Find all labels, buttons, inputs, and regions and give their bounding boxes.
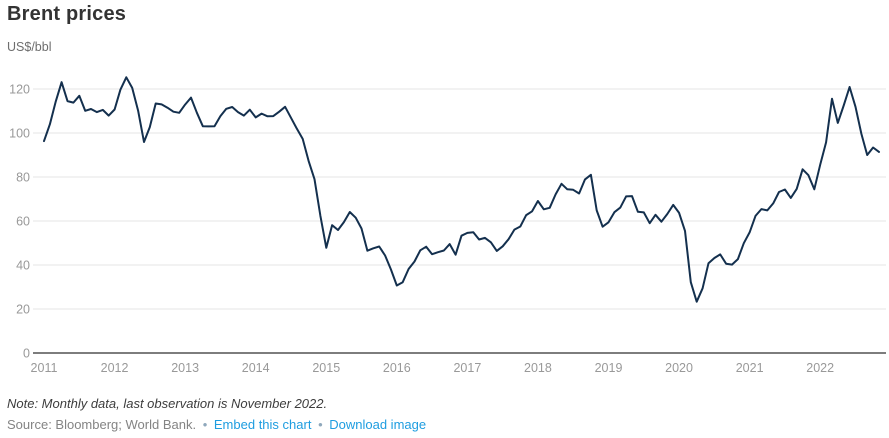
x-tick-label: 2022 (806, 361, 834, 375)
embed-chart-link[interactable]: Embed this chart (213, 417, 312, 432)
x-tick-label: 2015 (312, 361, 340, 375)
page-title: Brent prices (7, 3, 127, 25)
brent-price-line-chart: 0 20 40 60 80 100 120 2011 2012 2013 2014 2015 2016 2… (9, 76, 886, 375)
y-tick-label: 100 (9, 127, 30, 141)
download-image-link[interactable]: Download image (329, 417, 427, 432)
x-tick-label: 2016 (383, 361, 411, 375)
x-tick-label: 2018 (524, 361, 552, 375)
x-tick-label: 2014 (242, 361, 270, 375)
dot-separator: • (202, 417, 208, 432)
y-tick-label: 0 (23, 347, 30, 361)
y-tick-label: 40 (16, 259, 30, 273)
x-tick-label: 2019 (595, 361, 623, 375)
x-tick-label: 2012 (101, 361, 129, 375)
source-row: Source: Bloomberg; World Bank. • Embed t… (7, 417, 426, 432)
source-text: Source: Bloomberg; World Bank. (7, 417, 197, 432)
x-tick-label: 2021 (736, 361, 764, 375)
y-tick-label: 20 (16, 303, 30, 317)
y-tick-label: 60 (16, 215, 30, 229)
x-tick-label: 2017 (453, 361, 481, 375)
x-tick-label: 2020 (665, 361, 693, 375)
y-tick-label: 80 (16, 171, 30, 185)
y-axis-unit-label: US$/bbl (7, 40, 52, 54)
y-tick-label: 120 (9, 83, 30, 97)
x-tick-label: 2011 (31, 361, 58, 375)
dot-separator: • (318, 417, 323, 432)
chart-note: Note: Monthly data, last observation is … (7, 396, 328, 411)
x-tick-label: 2013 (171, 361, 199, 375)
brent-price-series-line (43, 76, 880, 303)
